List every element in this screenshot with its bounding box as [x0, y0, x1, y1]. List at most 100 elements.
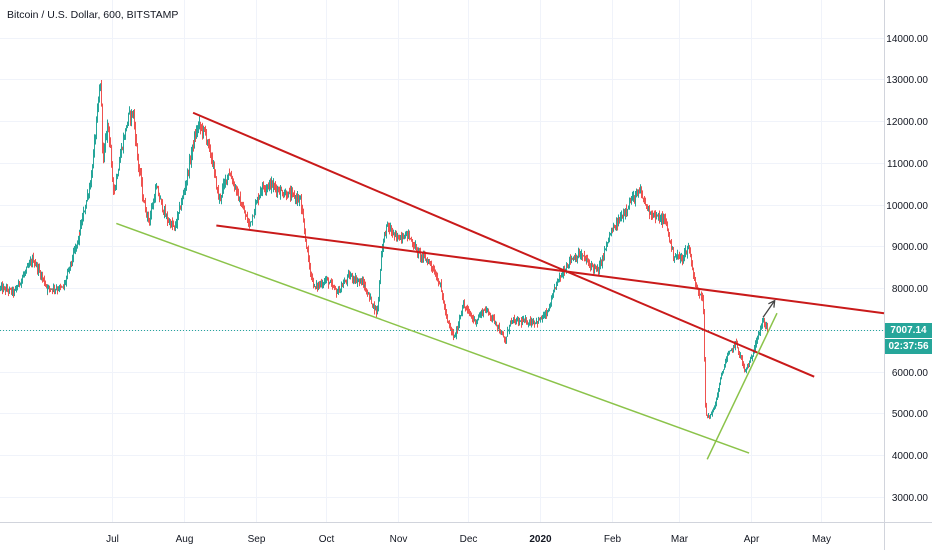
candle-body — [635, 194, 636, 202]
candle-body — [684, 253, 685, 258]
candle-body — [731, 348, 732, 351]
candle-body — [266, 187, 267, 190]
candle-body — [301, 197, 302, 205]
candle-body — [19, 281, 20, 285]
candle-body — [378, 297, 379, 309]
candle-body — [741, 355, 742, 359]
candle-body — [301, 204, 302, 209]
candle-body — [551, 298, 552, 307]
candle-body — [309, 258, 310, 267]
candle-body — [194, 135, 195, 147]
candle-body — [24, 273, 25, 275]
candle-body — [185, 186, 186, 191]
trendlines[interactable] — [116, 111, 885, 460]
candle-body — [136, 139, 137, 145]
candle-body — [335, 287, 336, 290]
bar-countdown-badge: 02:37:56 — [885, 338, 932, 354]
candle-body — [8, 290, 9, 292]
candle-body — [363, 280, 364, 284]
candle-body — [251, 221, 252, 223]
candle-body — [215, 171, 216, 177]
candle-body — [382, 246, 383, 255]
candle-body — [500, 331, 501, 334]
candle-body — [165, 209, 166, 217]
trendline-red[interactable] — [216, 224, 885, 315]
candle-body — [408, 233, 409, 237]
trendline-green[interactable] — [706, 312, 778, 460]
candle-body — [228, 173, 229, 175]
candle-body — [532, 321, 533, 324]
candle-body — [480, 313, 481, 317]
x-tick-label: Aug — [176, 534, 194, 545]
candle-body — [214, 164, 215, 172]
candle-body — [569, 258, 570, 266]
candle-body — [481, 311, 482, 314]
candle-body — [723, 369, 724, 373]
arrow-shaft[interactable] — [762, 300, 776, 318]
candle-body — [262, 184, 263, 191]
candle-body — [25, 271, 26, 274]
candle-body — [69, 268, 70, 270]
arrow-head-icon[interactable] — [768, 299, 776, 308]
time-axis[interactable]: Jul Aug Sep Oct Nov Dec 2020 Feb Mar Apr May — [106, 534, 831, 545]
candle-body — [695, 276, 696, 287]
candle-body — [676, 256, 677, 258]
candle-body — [464, 303, 465, 307]
candle-body — [599, 265, 600, 274]
candle-body — [440, 283, 441, 285]
candle-body — [35, 263, 36, 266]
candle-body — [402, 237, 403, 240]
candle-body — [705, 359, 706, 405]
candle-body — [111, 153, 112, 163]
candle-body — [732, 348, 733, 351]
candle-body — [134, 113, 135, 126]
candle-body — [398, 235, 399, 240]
candle-body — [570, 258, 571, 261]
candle-body — [613, 226, 614, 232]
candle-body — [81, 224, 82, 226]
candle-body — [140, 171, 141, 174]
candle-body — [491, 317, 492, 319]
candle-body — [692, 264, 693, 268]
candle-body — [498, 326, 499, 328]
candle-body — [616, 222, 617, 230]
candle-body — [714, 408, 715, 410]
candle-body — [261, 190, 262, 192]
candle-body — [456, 328, 457, 337]
candle-body — [390, 227, 391, 231]
price-axis[interactable]: 3000.004000.005000.006000.007000.008000.… — [886, 34, 928, 504]
candle-body — [710, 414, 711, 417]
candle-body — [336, 289, 337, 294]
candle-body — [226, 179, 227, 182]
candle-body — [368, 293, 369, 295]
candle-body — [287, 196, 288, 198]
trendline-green[interactable] — [116, 222, 750, 454]
trendline-red[interactable] — [192, 111, 815, 378]
candle-body — [595, 266, 596, 268]
candle-body — [606, 243, 607, 249]
candle-body — [536, 320, 537, 323]
candle-body — [357, 280, 358, 283]
candle-body — [305, 230, 306, 240]
candle-body — [675, 256, 676, 258]
candle-body — [454, 336, 455, 338]
candle-body — [399, 239, 400, 241]
candle-body — [407, 231, 408, 237]
candle-body — [722, 372, 723, 374]
candle-body — [638, 191, 639, 194]
candle-body — [495, 322, 496, 324]
candle-body — [217, 188, 218, 190]
candle-body — [353, 279, 354, 281]
candle-body — [568, 265, 569, 267]
candle-body — [740, 355, 741, 357]
candle-body — [191, 153, 192, 162]
candle-body — [328, 279, 329, 285]
candle-body — [199, 122, 200, 125]
candle-body — [660, 220, 661, 222]
candle-body — [308, 248, 309, 259]
candle-body — [255, 204, 256, 213]
candle-body — [373, 304, 374, 306]
candle-body — [253, 215, 254, 217]
candle-body — [43, 278, 44, 280]
